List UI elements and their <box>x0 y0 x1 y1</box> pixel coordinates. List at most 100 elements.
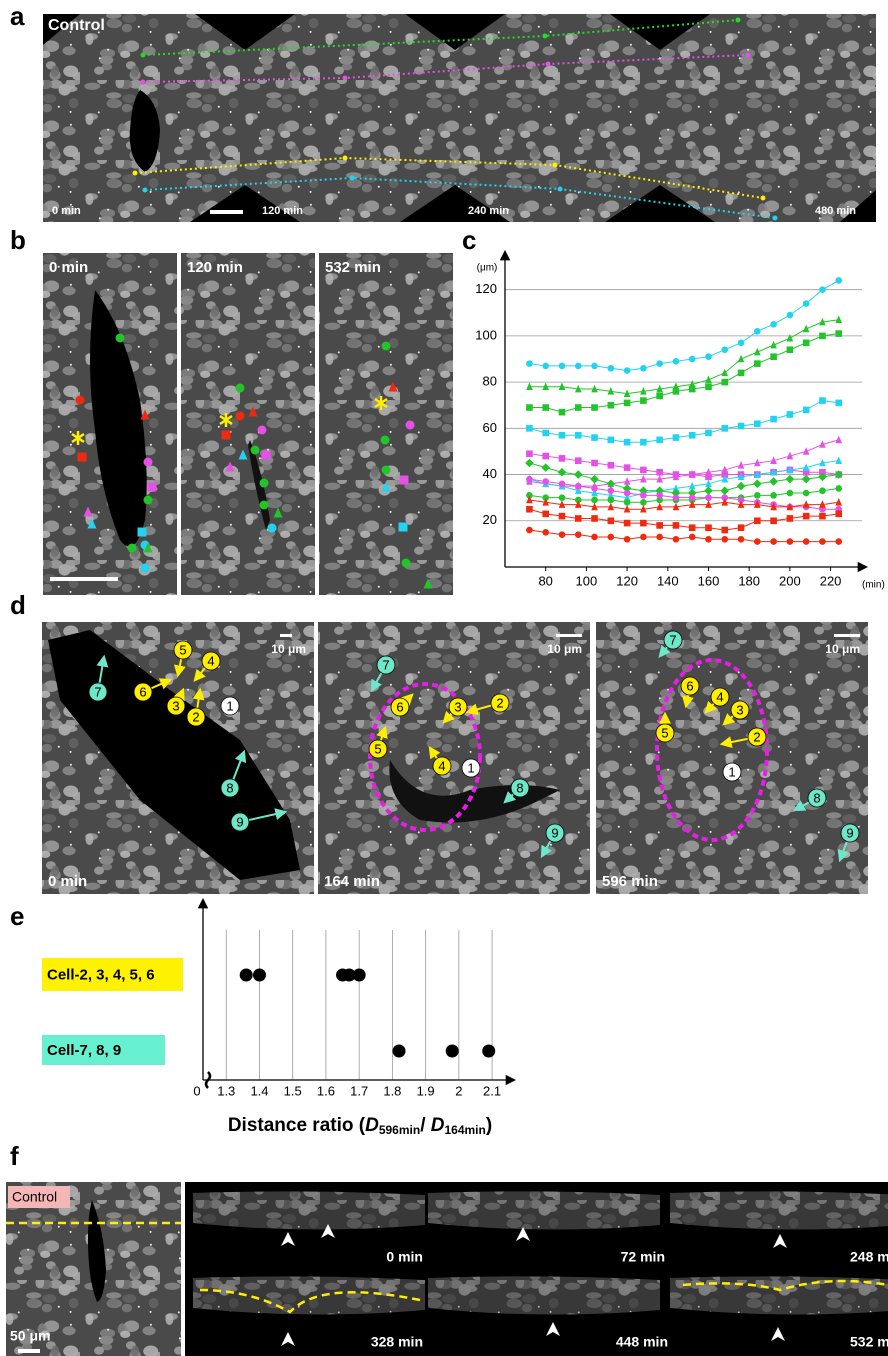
pointer-arrow <box>540 840 552 859</box>
data-point <box>542 478 549 485</box>
cell-marker <box>257 425 267 435</box>
data-point <box>802 500 810 508</box>
image <box>318 622 590 894</box>
cell-badge <box>545 823 565 843</box>
data-point <box>835 435 843 444</box>
data-point <box>656 492 663 499</box>
time-label: 0 min <box>49 259 88 276</box>
cell-number: 1 <box>728 764 735 779</box>
cell-marker <box>140 409 150 420</box>
data-point <box>721 497 729 506</box>
cell-number: 3 <box>172 698 179 713</box>
pointer-arrow <box>150 678 173 690</box>
data-point <box>835 456 843 464</box>
cell-badge <box>88 682 108 702</box>
x-tick-label: 140 <box>657 573 679 588</box>
data-point <box>770 467 777 476</box>
data-point <box>819 538 826 545</box>
cavity <box>90 290 147 547</box>
data-point <box>656 392 663 400</box>
cell-badge <box>230 812 250 832</box>
data-point <box>688 524 696 532</box>
pointer-arrow <box>173 687 185 702</box>
cell-marker <box>219 413 233 427</box>
arrowhead <box>771 1327 785 1341</box>
data-point <box>705 535 712 543</box>
data-point <box>252 968 266 982</box>
data-point <box>672 358 680 365</box>
y-tick-label: 100 <box>475 327 497 342</box>
data-point <box>688 431 696 439</box>
data-point <box>656 533 663 541</box>
cell-number: 1 <box>467 760 474 775</box>
x-tick-label: 200 <box>779 573 801 588</box>
data-point <box>558 382 566 391</box>
data-point <box>737 461 745 469</box>
cell-marker <box>127 543 137 553</box>
data-point <box>558 431 566 439</box>
data-point <box>574 431 582 439</box>
data-point <box>541 463 550 472</box>
cell-number: 2 <box>192 709 199 724</box>
data-point <box>688 494 696 501</box>
cell-marker <box>75 395 85 405</box>
cell-badge <box>220 696 240 716</box>
y-tick-label: 40 <box>483 466 497 481</box>
data-point <box>623 519 631 527</box>
cell-marker <box>77 452 87 462</box>
cell-number: 6 <box>139 684 146 699</box>
data-point <box>721 526 729 534</box>
cell-marker <box>380 435 390 445</box>
cell-badge <box>730 700 750 720</box>
data-point <box>542 362 549 370</box>
data-point <box>802 324 810 333</box>
group-box <box>42 958 183 991</box>
cell-number: 9 <box>846 825 853 840</box>
data-point <box>721 494 729 501</box>
x-tick-label: 1.5 <box>284 1083 302 1098</box>
data-point <box>591 496 598 504</box>
cell-number: 3 <box>736 702 743 717</box>
tissue-band <box>428 1276 660 1315</box>
data-point <box>482 1044 496 1058</box>
x-tick-label: 1.9 <box>417 1083 435 1098</box>
track-line <box>142 19 739 56</box>
track-point <box>772 215 778 221</box>
data-point <box>526 450 533 458</box>
data-point <box>819 487 826 495</box>
data-point <box>754 500 761 508</box>
tile-gap <box>195 14 295 50</box>
x-tick-label: 120 <box>616 573 638 588</box>
pointer-arrow <box>370 672 383 693</box>
data-point <box>736 481 746 491</box>
cell-marker <box>261 450 271 460</box>
data-point <box>688 481 696 490</box>
time-label: 480 min <box>815 205 856 217</box>
pointer-arrow <box>719 736 749 749</box>
track-point <box>140 52 146 58</box>
data-point <box>656 496 663 504</box>
data-point <box>737 369 745 377</box>
cell-number: 8 <box>516 780 523 795</box>
data-point <box>526 425 533 432</box>
data-point <box>607 364 615 372</box>
data-point <box>542 404 549 411</box>
time-label: 328 min <box>371 1334 423 1350</box>
data-point <box>607 462 615 469</box>
data-point <box>786 346 794 354</box>
x-tick-label: 1.8 <box>383 1083 401 1098</box>
data-point <box>607 496 615 504</box>
data-point <box>623 477 631 485</box>
cell-badge <box>722 762 742 782</box>
x-tick-label: 1.4 <box>250 1083 268 1098</box>
time-label: 120 min <box>187 259 243 276</box>
data-point <box>737 496 745 504</box>
data-point <box>704 486 713 496</box>
data-point <box>688 385 696 393</box>
data-point <box>672 388 680 395</box>
x-axis-label-part: ) <box>486 1115 492 1136</box>
cell-number: 4 <box>207 653 214 668</box>
data-point <box>834 470 844 479</box>
scale-bar <box>50 577 118 581</box>
